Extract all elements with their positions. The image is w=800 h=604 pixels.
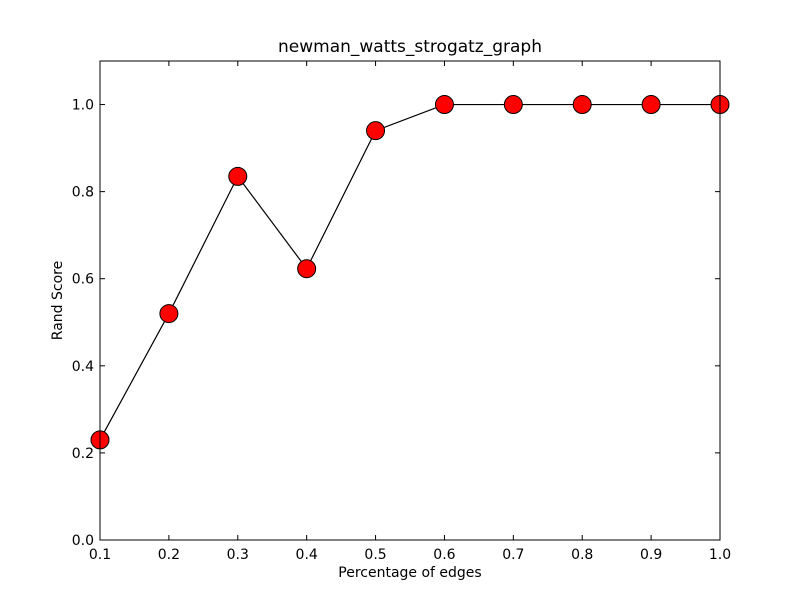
data-point-marker	[641, 95, 661, 115]
y-tick-label: 1.0	[72, 98, 94, 114]
y-tick-label: 0.8	[72, 185, 94, 201]
y-tick-label: 0.6	[72, 272, 94, 288]
y-axis-label: Rand Score	[50, 261, 66, 340]
data-point-marker	[366, 121, 386, 141]
data-point-marker	[159, 304, 179, 324]
x-tick-label: 1.0	[709, 547, 731, 563]
y-tick-label: 0.4	[72, 359, 94, 375]
x-tick-label: 0.1	[89, 547, 111, 563]
x-tick-label: 0.9	[640, 547, 662, 563]
x-tick-label: 0.5	[364, 547, 386, 563]
x-tick-label: 0.2	[158, 547, 180, 563]
plot-frame	[99, 60, 721, 541]
x-tick-label: 0.6	[433, 547, 455, 563]
y-tick-label: 0.2	[72, 446, 94, 462]
x-tick-label: 0.7	[502, 547, 524, 563]
series-layer	[90, 95, 730, 450]
data-point-marker	[572, 95, 592, 115]
x-axis-label: Percentage of edges	[338, 565, 481, 581]
ticks-layer: 0.1 0.2 0.3 0.4 0.5 0.6 0.7 0.8 0.9 1.0 0.0 0.2 0.4 0…	[72, 61, 731, 563]
data-point-marker	[297, 259, 317, 279]
data-point-marker	[434, 95, 454, 115]
chart-title: newman_watts_strogatz_graph	[278, 37, 542, 57]
x-tick-label: 0.3	[227, 547, 249, 563]
series-line	[99, 103, 720, 441]
x-tick-label: 0.4	[296, 547, 318, 563]
data-point-marker	[503, 95, 523, 115]
y-tick-label: 0.0	[72, 533, 94, 549]
data-point-marker	[228, 166, 248, 186]
x-tick-label: 0.8	[571, 547, 593, 563]
